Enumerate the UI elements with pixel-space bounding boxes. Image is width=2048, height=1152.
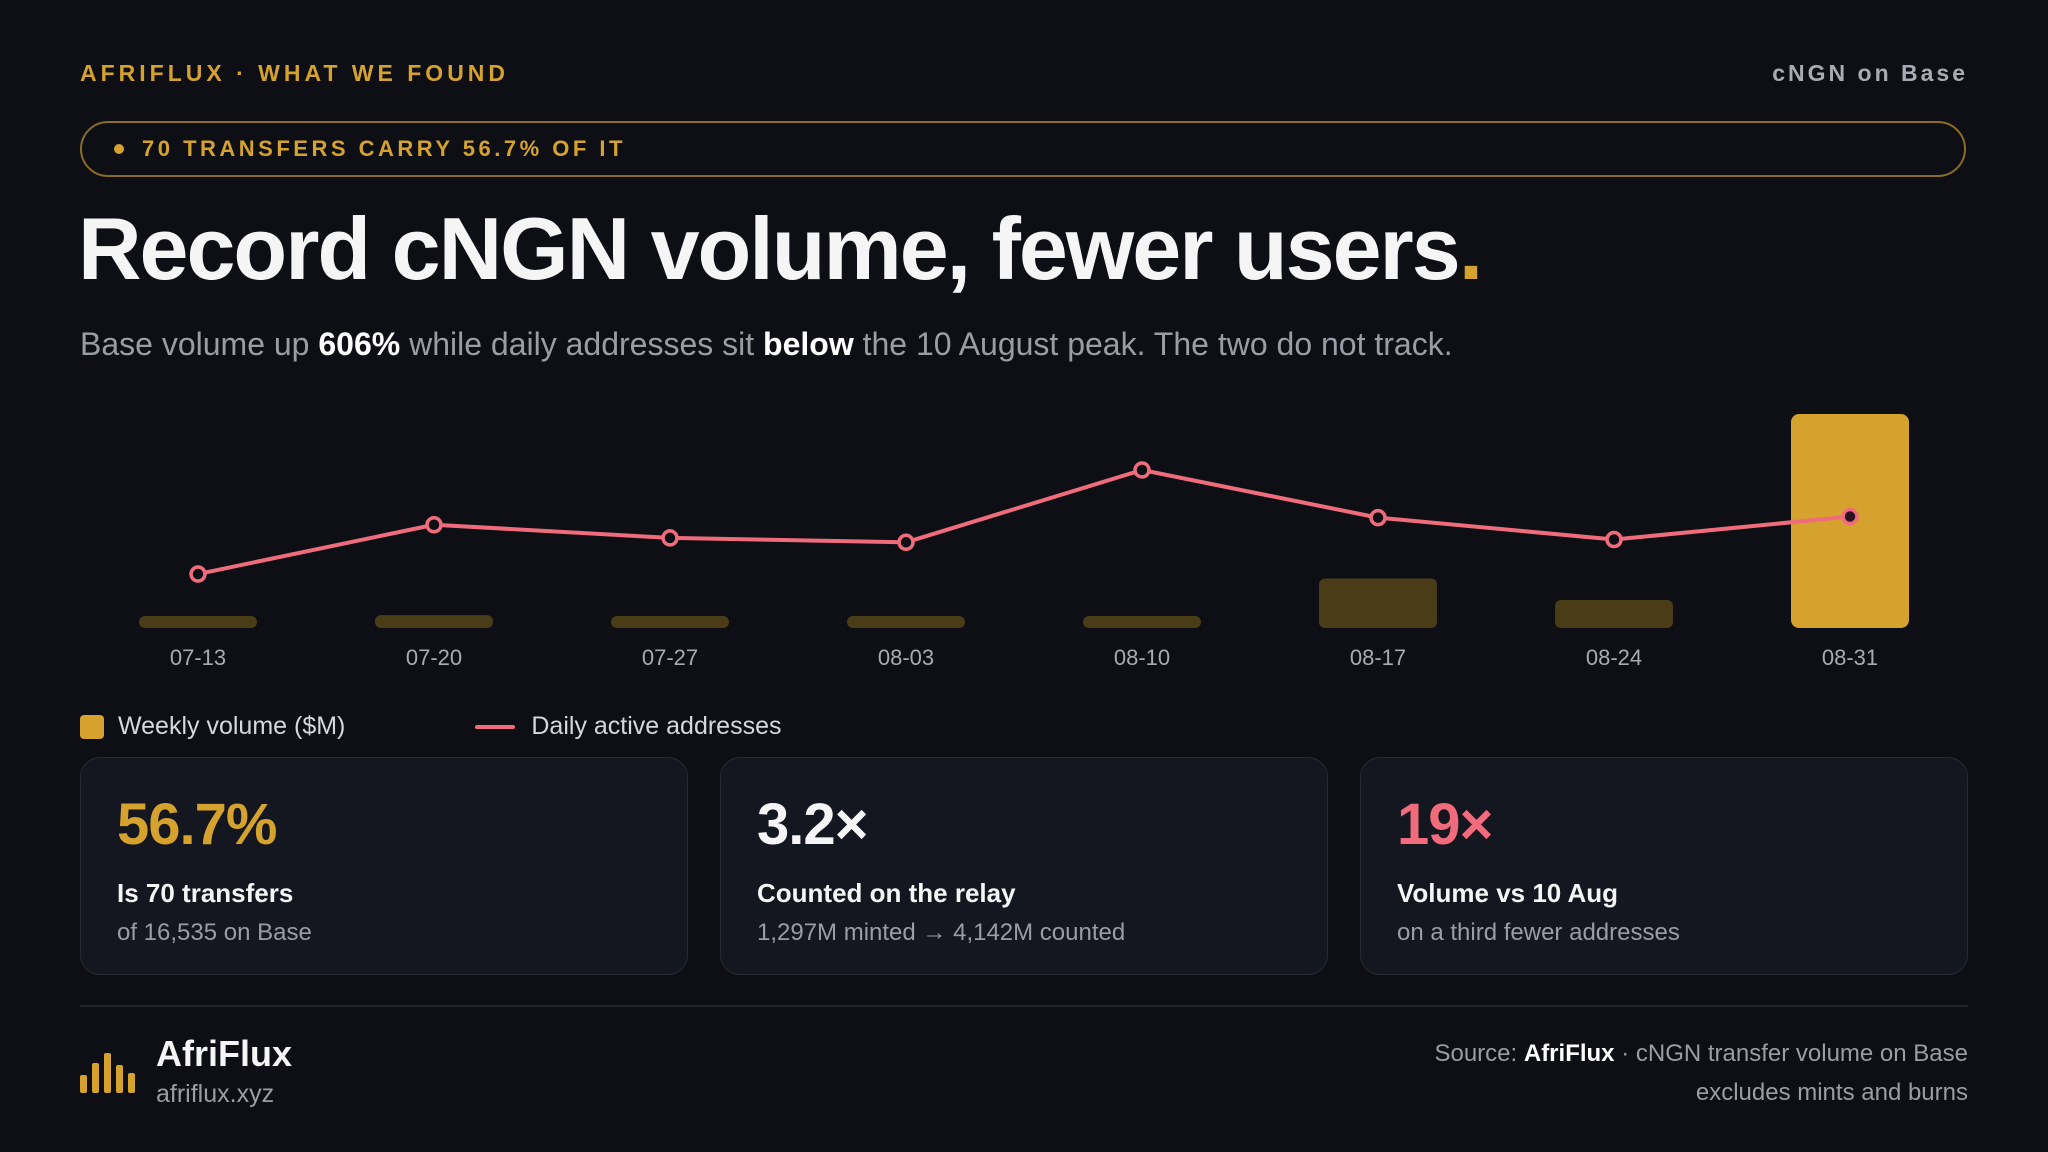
addresses-point — [425, 516, 443, 534]
source-note: Source: AfriFlux · cNGN transfer volume … — [1434, 1034, 1968, 1112]
subtitle-emphasis: below — [763, 326, 854, 362]
source-rest: · cNGN transfer volume on Base — [1614, 1040, 1968, 1067]
kicker: AFRIFLUX · WHAT WE FOUND — [80, 60, 510, 86]
stat-card-relay: 3.2× Counted on the relay 1,297M minted … — [720, 757, 1328, 975]
source-note-line: excludes mints and burns — [1695, 1079, 1968, 1106]
headline: Record cNGN volume, fewer users. — [78, 205, 1483, 293]
addresses-point — [661, 529, 679, 547]
x-tick-label: 07-27 — [642, 645, 698, 670]
x-tick-label: 08-17 — [1350, 645, 1406, 670]
volume-bar — [1319, 578, 1437, 628]
addresses-point — [1369, 508, 1387, 527]
headline-dot: . — [1458, 199, 1483, 298]
stat-value: 3.2× — [757, 792, 869, 857]
source-line: Source: AfriFlux · cNGN transfer volume … — [1434, 1034, 1968, 1073]
bar-chart-logo-icon — [80, 1052, 135, 1093]
stat-cards: 56.7% Is 70 transfers of 16,535 on Base … — [80, 757, 1968, 975]
x-tick-label: 08-24 — [1586, 645, 1642, 670]
subtitle-part: while daily addresses sit — [400, 326, 764, 362]
stat-sub: of 16,535 on Base — [117, 919, 312, 946]
volume-bar — [611, 616, 729, 628]
addresses-point — [1605, 530, 1623, 549]
subtitle: Base volume up 606% while daily addresse… — [80, 326, 1453, 363]
addresses-point — [1133, 461, 1151, 479]
stat-sub: on a third fewer addresses — [1397, 919, 1680, 946]
chart-legend: Weekly volume ($M) Daily active addresse… — [80, 712, 782, 741]
legend-line-swatch — [475, 724, 516, 729]
volume-vs-addresses-chart: 07-13 07-20 07-27 08-03 08-10 08-17 08-24 08-31 — [139, 414, 1909, 670]
stat-label: Volume vs 10 Aug — [1397, 878, 1619, 908]
legend-bar-label: Weekly volume ($M) — [118, 712, 346, 740]
subtitle-part: the 10 August peak. The two do not track… — [853, 326, 1453, 362]
volume-bar — [1083, 616, 1201, 628]
brand-url[interactable]: afriflux.xyz — [156, 1080, 275, 1108]
x-tick-label: 08-31 — [1822, 645, 1878, 670]
brand-block: AfriFlux afriflux.xyz — [80, 1036, 292, 1109]
subtitle-emphasis: 606% — [318, 326, 401, 362]
stat-label: Counted on the relay — [757, 878, 1016, 908]
legend-bar-swatch — [80, 714, 104, 739]
source-prefix: Source: — [1434, 1040, 1524, 1067]
volume-bar — [1555, 600, 1673, 628]
legend-line-label: Daily active addresses — [531, 712, 782, 740]
x-tick-label: 07-13 — [170, 645, 226, 670]
brand-text: AfriFlux afriflux.xyz — [156, 1036, 292, 1109]
addresses-point — [189, 565, 207, 583]
addresses-line — [197, 468, 1851, 577]
volume-bar — [375, 615, 493, 628]
footer-divider — [80, 1005, 1968, 1007]
source-brand: AfriFlux — [1523, 1040, 1615, 1067]
x-tick-label: 08-03 — [878, 645, 934, 670]
highlight-pill: 70 TRANSFERS CARRY 56.7% OF IT — [80, 121, 1966, 177]
brand-name: AfriFlux — [156, 1033, 293, 1074]
stat-card-volume: 19× Volume vs 10 Aug on a third fewer ad… — [1360, 757, 1968, 975]
volume-bar — [139, 616, 257, 628]
bullet-dot-icon — [114, 144, 124, 154]
x-tick-label: 08-10 — [1114, 645, 1170, 670]
stat-value: 19× — [1397, 792, 1493, 857]
volume-bar — [847, 616, 965, 628]
addresses-point — [897, 533, 915, 552]
stat-label: Is 70 transfers — [117, 878, 294, 908]
stat-value: 56.7% — [117, 792, 277, 857]
subtitle-part: Base volume up — [80, 326, 319, 362]
network-tag: cNGN on Base — [1772, 60, 1968, 86]
stat-card-share: 56.7% Is 70 transfers of 16,535 on Base — [80, 757, 688, 975]
addresses-point — [1841, 507, 1859, 526]
headline-text: Record cNGN volume, fewer users — [78, 199, 1461, 298]
stat-sub: 1,297M minted → 4,142M counted — [757, 919, 1126, 946]
x-tick-label: 07-20 — [406, 645, 462, 670]
pill-text: 70 TRANSFERS CARRY 56.7% OF IT — [142, 136, 626, 161]
